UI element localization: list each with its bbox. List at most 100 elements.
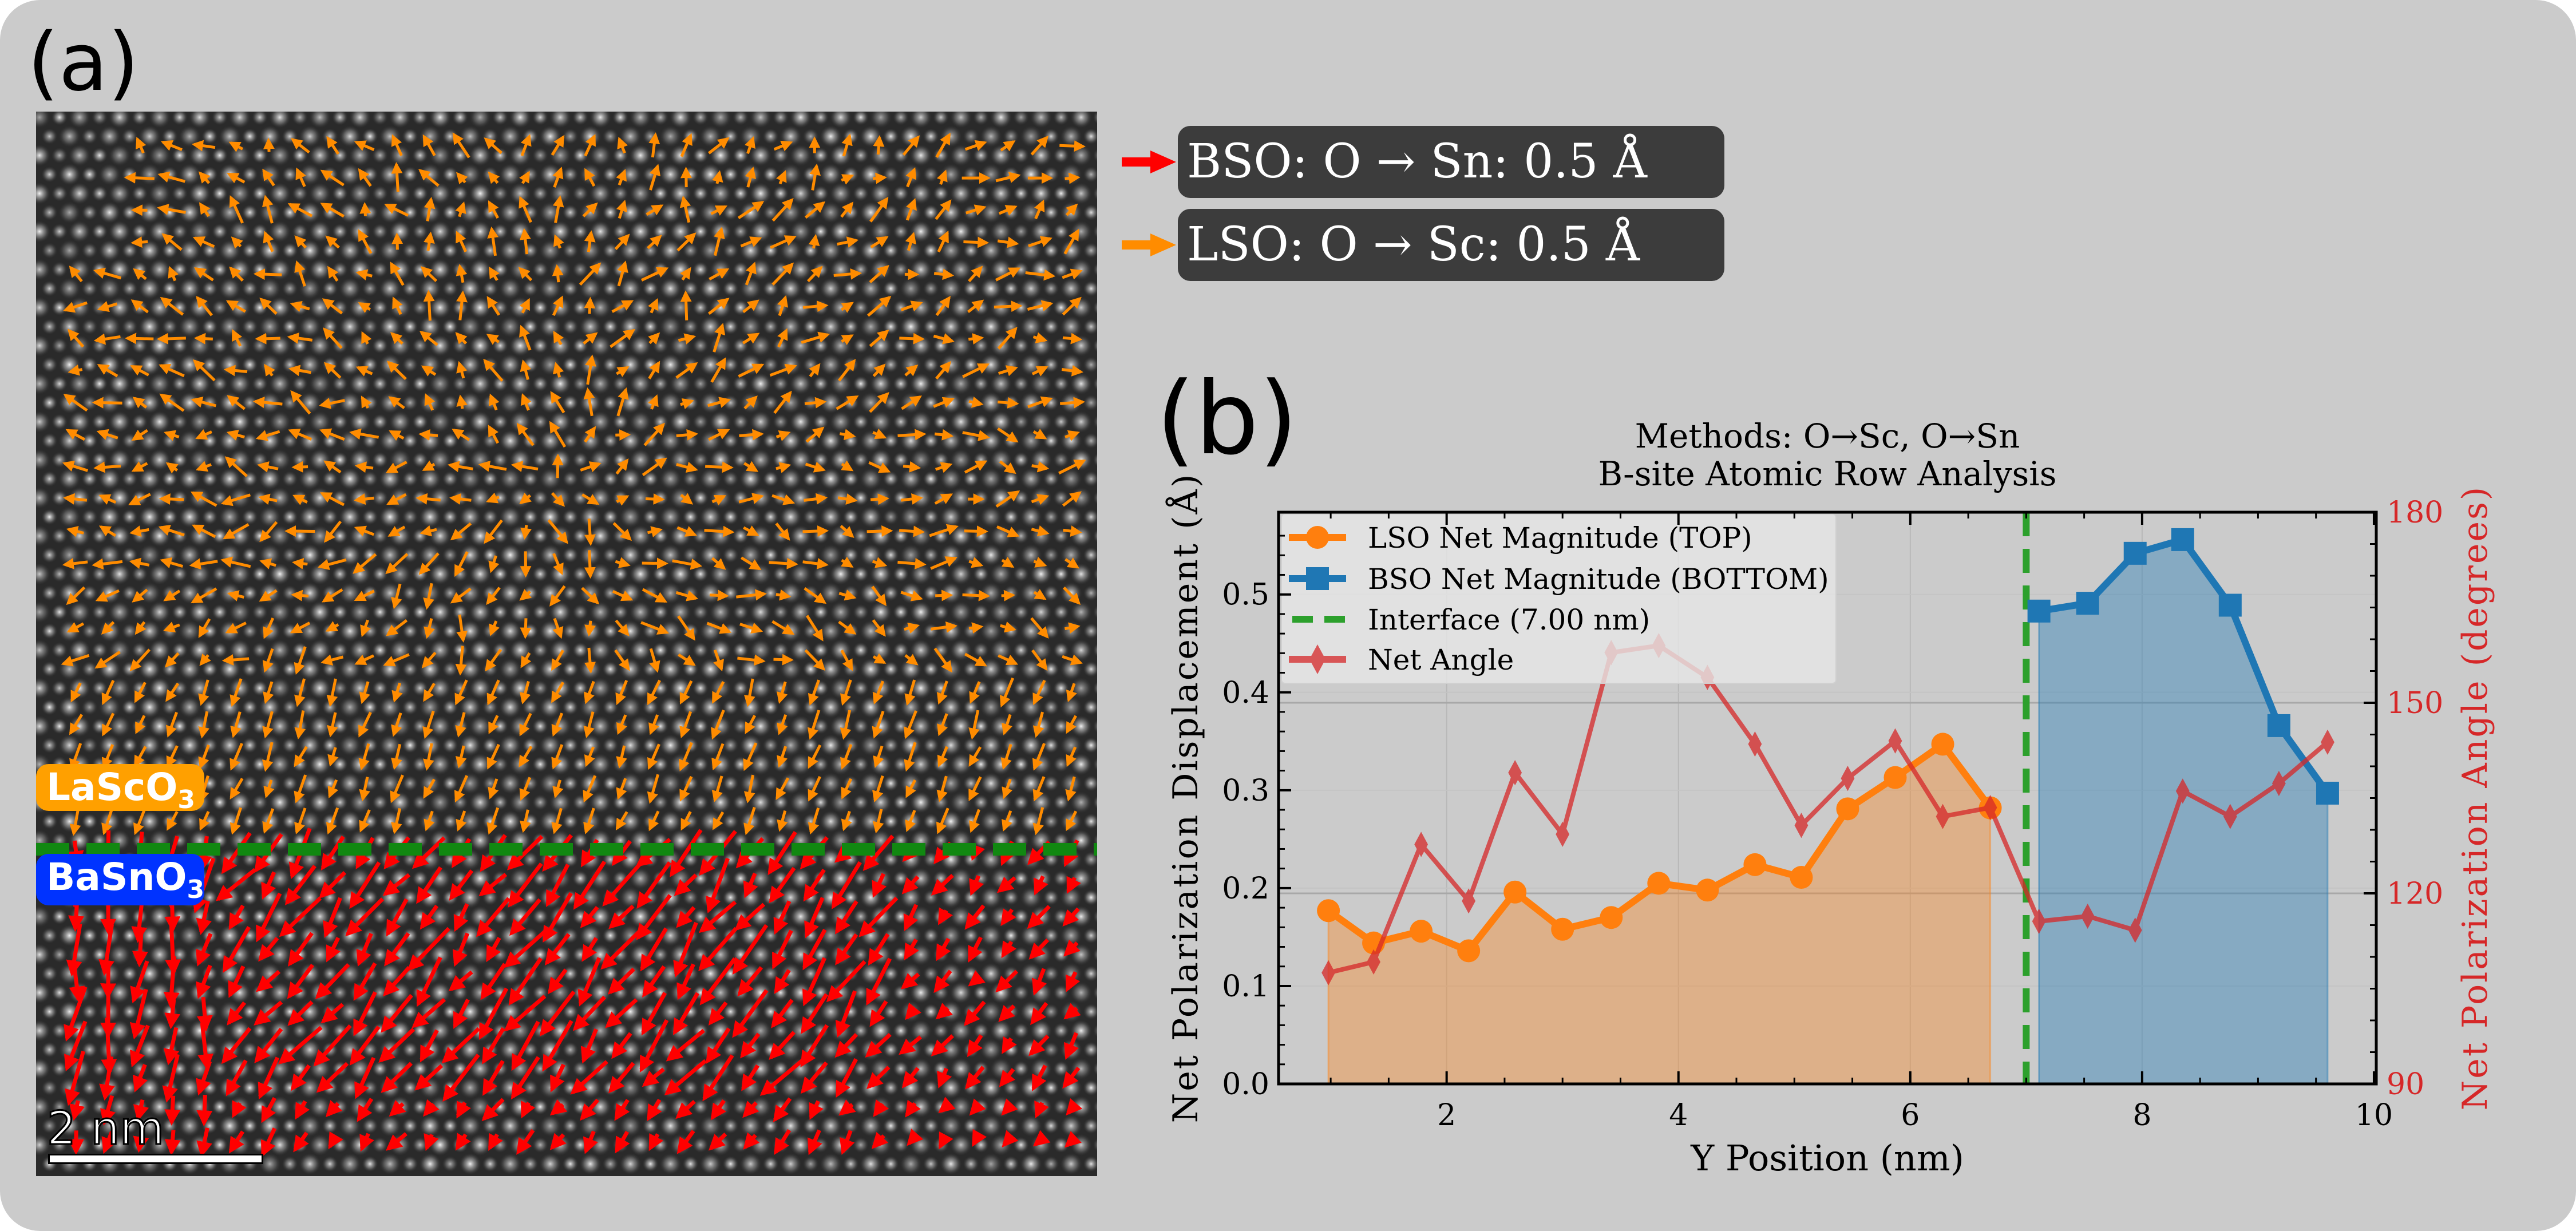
atom-column (539, 278, 561, 300)
atom-column (212, 262, 228, 278)
atom-column (670, 373, 691, 395)
atom-column (1093, 377, 1097, 391)
atom-column (693, 299, 709, 316)
atom-column (1030, 112, 1052, 128)
atom-column (860, 315, 882, 338)
atom-column (69, 373, 90, 395)
atom-column (69, 112, 90, 128)
legend-swatch-marker (1306, 526, 1329, 549)
atom-column (499, 239, 521, 262)
atom-column (682, 242, 699, 259)
atom-column (853, 223, 869, 240)
atom-column (963, 242, 979, 259)
atom-column (269, 112, 291, 128)
legend-label: Net Angle (1368, 643, 1514, 676)
atom-column (339, 354, 361, 376)
atom-column (121, 128, 138, 145)
atom-column (790, 183, 812, 204)
atom-column (612, 185, 628, 201)
atom-column (820, 239, 842, 262)
atom-column (252, 414, 268, 430)
atom-column (693, 375, 709, 392)
atom-column (58, 163, 81, 185)
atom-column (372, 112, 388, 125)
atom-column (1043, 204, 1059, 221)
atom-column (309, 259, 331, 280)
atom-column (41, 128, 58, 145)
atom-column (842, 318, 859, 335)
atom-column (499, 201, 521, 224)
atom-column (442, 204, 458, 221)
atom-column (762, 318, 779, 335)
atom-column (429, 296, 451, 319)
atom-column (339, 315, 361, 338)
panel-a-label: (a) (27, 16, 140, 109)
atom-column (469, 112, 491, 128)
atom-column (532, 262, 548, 278)
atom-column (372, 185, 388, 201)
atom-column (1070, 112, 1092, 128)
y-tick-label: 0.1 (1222, 969, 1269, 1004)
atom-column (853, 147, 869, 164)
atom-column (910, 144, 932, 167)
atom-column (492, 185, 508, 201)
atom-column (820, 278, 842, 300)
atom-column (292, 112, 308, 125)
atom-column (750, 112, 771, 128)
atom-column (940, 239, 962, 262)
atom-column (429, 259, 451, 280)
atom-column (1020, 239, 1042, 262)
atom-column (372, 414, 388, 430)
atom-column (572, 147, 588, 164)
legend-label: BSO Net Magnitude (BOTTOM) (1368, 563, 1829, 596)
atom-column (1053, 147, 1069, 164)
atom-column (132, 223, 148, 240)
atom-column (81, 166, 98, 183)
x-tick-label: 10 (2355, 1098, 2393, 1133)
atom-column (923, 204, 939, 221)
atom-column (652, 185, 668, 201)
atom-column (109, 183, 130, 204)
atom-column (602, 357, 619, 373)
atom-column (893, 185, 909, 201)
atom-column (482, 318, 498, 335)
atom-column (1083, 128, 1097, 145)
atom-column (549, 373, 571, 395)
y-right-tick-label: 120 (2387, 877, 2443, 911)
atom-column (121, 318, 138, 335)
lso-point (1457, 939, 1481, 963)
atom-column (201, 280, 218, 297)
y-axis-label: Net Polarization Displacement (Å) (1165, 473, 1206, 1123)
atom-column (773, 185, 789, 201)
atom-column (309, 411, 331, 433)
atom-column (830, 220, 852, 243)
atom-column (41, 318, 58, 335)
atom-column (1060, 239, 1082, 262)
y-tick-label: 0.5 (1222, 578, 1269, 612)
lso-point (1317, 899, 1340, 923)
atom-column (212, 112, 228, 125)
atom-column (659, 278, 682, 300)
atom-column (572, 414, 588, 430)
atom-column (762, 357, 779, 373)
atom-column (229, 411, 251, 433)
atom-column (820, 163, 842, 185)
atom-column (98, 315, 121, 338)
atom-column (212, 414, 228, 430)
atom-column (733, 223, 749, 240)
atom-column (893, 299, 909, 316)
atom-column (161, 280, 178, 297)
atom-column (693, 262, 709, 278)
atom-column (659, 201, 682, 224)
atom-column (1083, 204, 1097, 221)
atom-column (132, 112, 148, 125)
atom-column (699, 391, 722, 414)
atom-column (442, 242, 458, 259)
atom-column (532, 223, 548, 240)
atom-column (733, 185, 749, 201)
atom-column (242, 128, 258, 145)
atom-column (172, 112, 188, 125)
atom-column (1070, 183, 1092, 204)
atom-column (893, 338, 909, 354)
atom-column (522, 280, 539, 297)
